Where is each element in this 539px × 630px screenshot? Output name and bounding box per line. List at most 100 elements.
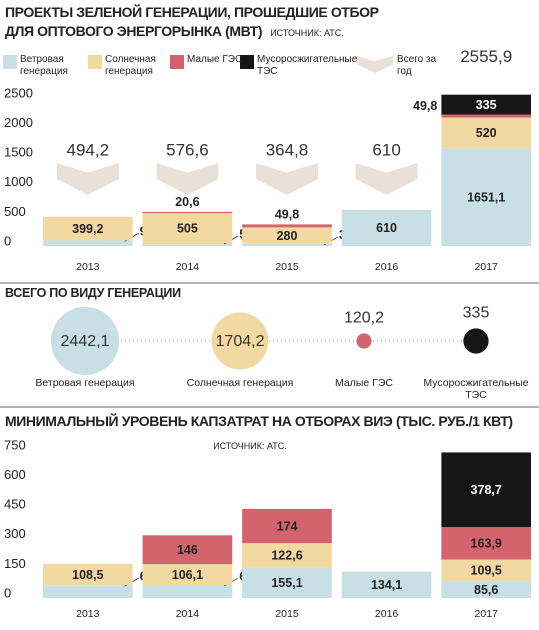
total-label: 2555,9	[460, 47, 512, 66]
legend-swatch	[357, 56, 393, 73]
legend-label: Малые ГЭС	[187, 54, 243, 65]
bar-segment	[441, 94, 532, 115]
value-label: 109,5	[471, 564, 502, 578]
y-tick-label: 0	[4, 233, 11, 248]
y-tick-label: 0	[4, 585, 11, 600]
bar-segment	[341, 209, 432, 246]
y-tick-label: 450	[4, 497, 26, 512]
value-label: 1704,2	[216, 333, 265, 350]
legend-swatch	[88, 55, 102, 69]
bubble	[463, 328, 489, 354]
x-tick-label: 2015	[275, 608, 299, 620]
legend-label: Солнечная генерация	[105, 54, 156, 77]
chart-title: ПРОЕКТЫ ЗЕЛЕНОЙ ГЕНЕРАЦИИ, ПРОШЕДШИЕ ОТБ…	[5, 3, 405, 43]
bar-segment	[242, 567, 332, 598]
source: ИСТОЧНИК: АТС.	[213, 441, 287, 451]
value-label: 280	[277, 229, 298, 243]
x-tick-label: 2017	[475, 261, 499, 273]
y-tick-label: 500	[4, 204, 26, 219]
category-label: Ветровая генерация	[35, 377, 135, 389]
value-label: 120,2	[344, 310, 384, 327]
y-tick-label: 2500	[4, 85, 33, 100]
bar-segment	[242, 243, 332, 246]
x-tick-label: 2013	[76, 261, 100, 273]
total-label: 364,8	[266, 140, 309, 159]
value-label: 20,6	[175, 195, 199, 209]
value-label: 85,6	[474, 583, 498, 597]
total-chevron	[56, 163, 119, 195]
bar-segment	[242, 543, 332, 568]
bar-segment	[441, 117, 532, 149]
value-label: 174	[277, 519, 298, 533]
bar-segment	[42, 216, 133, 241]
bar-segment	[242, 224, 332, 228]
value-label: 378,7	[471, 483, 502, 497]
category-label: Мусоросжигательные ТЭС	[423, 377, 529, 401]
total-label: 494,2	[67, 140, 110, 159]
x-tick-label: 2013	[76, 608, 100, 620]
bar-segment	[142, 213, 233, 243]
bar-segment	[42, 585, 133, 598]
bar-segment	[341, 571, 432, 598]
total-chevron	[256, 163, 318, 195]
value-label: 155,1	[271, 576, 302, 590]
x-tick-label: 2016	[375, 608, 399, 620]
value-label: 49,8	[275, 208, 299, 222]
y-tick-label: 150	[4, 556, 26, 571]
bar-segment	[441, 452, 532, 528]
total-chevron	[355, 163, 418, 195]
x-tick-label: 2016	[375, 261, 399, 273]
value-label: 2442,1	[61, 333, 110, 350]
bar-segment	[42, 563, 133, 586]
chart-title: ВСЕГО ПО ВИДУ ГЕНЕРАЦИИ	[5, 286, 181, 300]
total-chevron	[156, 163, 219, 195]
x-tick-label: 2017	[475, 608, 499, 620]
y-tick-label: 1500	[4, 145, 33, 160]
value-label: 134,1	[371, 578, 402, 592]
category-label: Малые ГЭС	[335, 377, 393, 389]
total-label: 610	[372, 140, 400, 159]
value-label: 163,9	[471, 537, 502, 551]
bar-segment	[242, 508, 332, 544]
bar-segment	[42, 240, 133, 246]
value-label: 335	[476, 98, 497, 112]
x-tick-label: 2014	[176, 261, 200, 273]
y-tick-label: 600	[4, 467, 26, 482]
y-tick-label: 300	[4, 526, 26, 541]
bar-segment	[242, 227, 332, 244]
total-label: 576,6	[166, 140, 209, 159]
bar-segment	[441, 527, 532, 560]
value-label: 1651,1	[467, 190, 505, 204]
chart-title: МИНИМАЛЬНЫЙ УРОВЕНЬ КАПЗАТРАТ НА ОТБОРАХ…	[5, 412, 539, 431]
y-tick-label: 2000	[4, 115, 33, 130]
bar-segment	[142, 535, 233, 565]
legend-swatch	[170, 55, 184, 69]
legend-label: Ветровая генерация	[20, 54, 68, 77]
bar-segment	[142, 242, 233, 246]
bar-segment	[142, 211, 233, 214]
bar-segment	[441, 114, 532, 118]
title-text: МИНИМАЛЬНЫЙ УРОВЕНЬ КАПЗАТРАТ НА ОТБОРАХ…	[5, 413, 513, 429]
value-label: 520	[476, 126, 497, 140]
bubble	[211, 312, 269, 370]
bar-segment	[142, 564, 233, 586]
value-label: 106,1	[172, 568, 203, 582]
category-label: Солнечная генерация	[186, 377, 294, 389]
value-label: 146	[177, 543, 198, 557]
value-label: 610	[376, 221, 397, 235]
legend-swatch	[3, 55, 17, 69]
legend-label: Мусоросжигательные ТЭС	[257, 54, 358, 77]
legend-swatch	[240, 55, 254, 69]
value-label: 335	[463, 305, 490, 322]
value-label: 122,6	[271, 549, 302, 563]
y-tick-label: 1000	[4, 174, 33, 189]
bubble	[356, 333, 372, 349]
bar-segment	[441, 581, 532, 598]
value-label: 108,5	[72, 568, 103, 582]
value-label: 49,8	[413, 99, 437, 113]
value-label: 399,2	[72, 222, 103, 236]
bar-segment	[441, 559, 532, 582]
value-label: 505	[177, 221, 198, 235]
